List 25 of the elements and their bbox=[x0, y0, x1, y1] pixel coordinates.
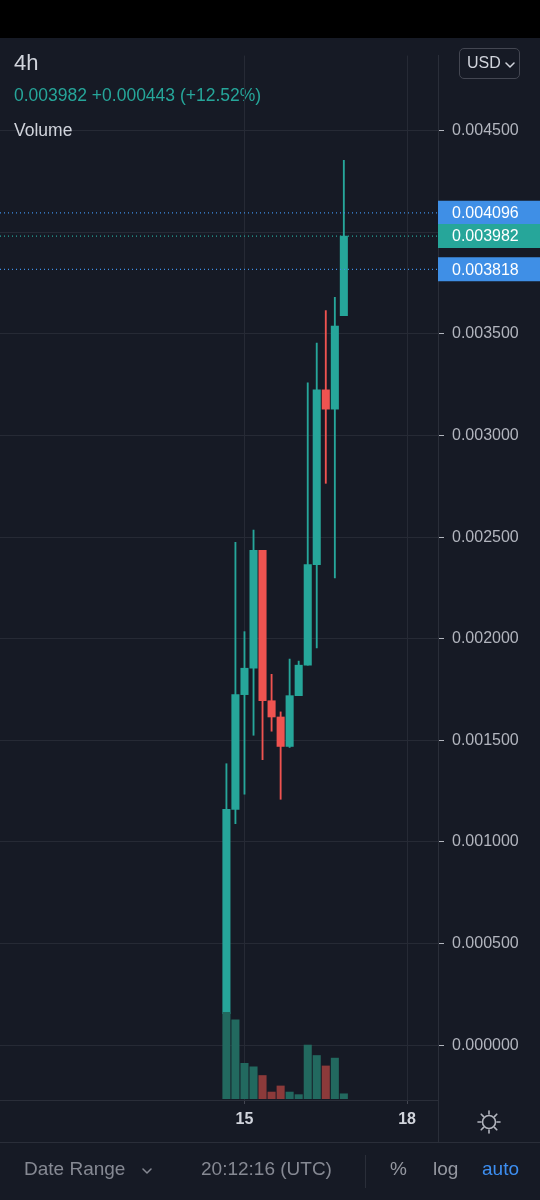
text: 0.003982 +0.000443 (+12.52%) bbox=[14, 85, 262, 106]
y-tick-label: 0.004500 bbox=[452, 121, 519, 139]
ref-line-label: 0.004096 bbox=[452, 204, 519, 222]
y-tick-label: 0.001000 bbox=[452, 832, 519, 850]
y-tick-label: 0.003000 bbox=[452, 425, 519, 443]
y-tick-label: 0.000000 bbox=[452, 1035, 519, 1053]
bar bbox=[321, 1065, 330, 1099]
text: log bbox=[433, 1158, 459, 1180]
y-tick-label: 0.002500 bbox=[452, 527, 519, 545]
candlestick bbox=[321, 310, 330, 484]
text: % bbox=[390, 1158, 407, 1180]
ref-line-label: 0.003818 bbox=[452, 260, 519, 278]
text: Date Range bbox=[24, 1158, 126, 1180]
x-tick-label: 18 bbox=[398, 1110, 417, 1128]
y-tick-label: 0.003500 bbox=[452, 324, 519, 342]
y-tick-label: 0.002000 bbox=[452, 629, 519, 647]
y-tick-label: 0.000500 bbox=[452, 933, 519, 951]
y-tick-label: 0.001500 bbox=[452, 730, 519, 748]
ref-line-label: 0.003982 bbox=[452, 227, 519, 245]
text: 20:12:16 (UTC) bbox=[201, 1158, 332, 1180]
text: auto bbox=[482, 1158, 519, 1180]
x-tick-label: 15 bbox=[235, 1110, 254, 1128]
chart-title: 4h bbox=[14, 50, 39, 76]
dropdown-button: USD bbox=[459, 48, 520, 79]
chart-title: Volume bbox=[14, 120, 73, 141]
